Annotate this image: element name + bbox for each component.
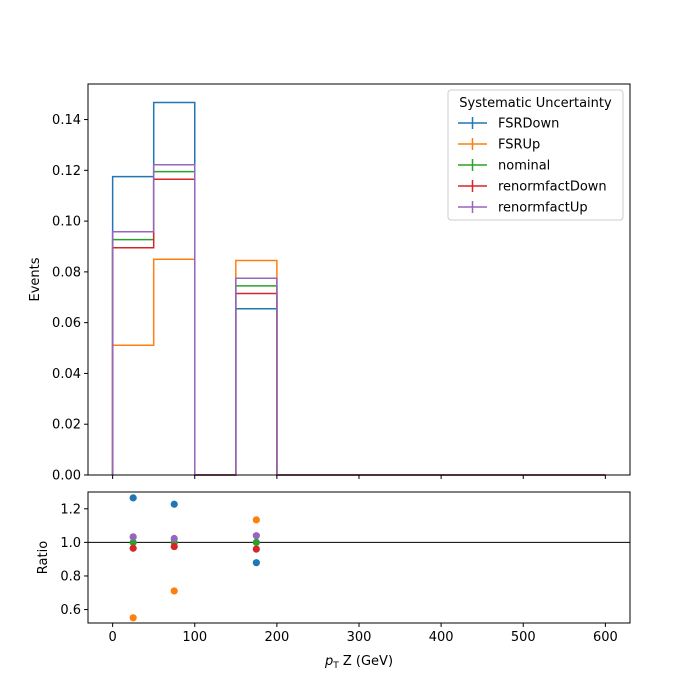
legend-label: nominal	[498, 159, 550, 174]
ratio-point-FSRUp	[170, 587, 178, 595]
legend-label: FSRUp	[498, 138, 540, 153]
x-tick-label: 500	[511, 630, 536, 645]
legend-entries: FSRDown FSRUp nominal renormfactDown renormf…	[458, 117, 607, 216]
hist-series-renormfactDown	[111, 178, 606, 476]
ratio-point-FSRUp	[252, 516, 260, 524]
legend-box	[447, 89, 624, 221]
legend-entry-renormfactUp: renormfactUp	[458, 201, 588, 216]
x-tick-label: 100	[182, 630, 207, 645]
ratio-point-renormfactUp	[129, 533, 137, 541]
main-x-ticks	[112, 475, 606, 479]
legend-entry-FSRUp: FSRUp	[458, 138, 540, 153]
x-axis-label: pT Z (GeV)	[324, 654, 393, 671]
ratio-point-nominal	[252, 538, 260, 546]
x-axis-label-subscript: T	[332, 661, 339, 671]
ratio-y-tick-label: 1.0	[60, 536, 81, 551]
ratio-point-renormfactUp	[170, 534, 178, 543]
legend-label: FSRDown	[498, 117, 559, 132]
x-axis-label-italic: p	[324, 654, 333, 669]
main-y-axis-label: Events	[28, 257, 43, 301]
main-y-tick-label: 0.10	[52, 215, 81, 230]
main-y-tick-label: 0.06	[52, 316, 81, 331]
main-y-tick-label: 0.02	[52, 418, 81, 433]
ratio-point-FSRDown	[129, 494, 137, 502]
main-y-tick-label: 0.12	[52, 164, 81, 179]
legend: Systematic Uncertainty FSRDown FSRUp nomin…	[447, 89, 624, 221]
ratio-y-tick-label: 0.6	[60, 603, 81, 618]
legend-entry-nominal: nominal	[458, 159, 550, 174]
main-y-tick-label: 0.14	[52, 113, 81, 128]
x-axis-label-rest: Z (GeV)	[339, 654, 393, 669]
ratio-y-ticks: 0.6 0.8 1.0 1.2	[60, 502, 88, 618]
ratio-y-tick-label: 1.2	[60, 502, 81, 517]
ratio-point-renormfactDown	[252, 545, 260, 553]
x-tick-label: 300	[347, 630, 372, 645]
x-tick-label: 600	[593, 630, 618, 645]
legend-entry-renormfactDown: renormfactDown	[458, 180, 607, 195]
main-plot: 0.00 0.02 0.04 0.06 0.08 0.10 0.12 0.14 Events	[28, 83, 631, 484]
hist-series-FSRUp	[111, 258, 606, 476]
main-y-tick-label: 0.04	[52, 367, 81, 382]
ratio-point-renormfactDown	[170, 542, 178, 551]
main-y-tick-label: 0.08	[52, 265, 81, 280]
ratio-point-renormfactUp	[252, 532, 260, 540]
x-tick-label: 0	[108, 630, 116, 645]
legend-entry-FSRDown: FSRDown	[458, 117, 559, 132]
legend-label: renormfactUp	[498, 201, 588, 216]
ratio-point-FSRUp	[129, 614, 137, 622]
ratio-point-nominal	[129, 538, 137, 546]
ratio-point-FSRDown	[170, 500, 178, 508]
legend-title: Systematic Uncertainty	[459, 96, 612, 111]
ratio-point-FSRDown	[252, 559, 260, 567]
ratio-axes-frame	[87, 491, 631, 624]
ratio-x-ticks: 0 100 200 300 400 500 600	[108, 623, 618, 645]
ratio-points-group	[129, 494, 260, 622]
legend-label: renormfactDown	[498, 180, 607, 195]
main-y-ticks: 0.00 0.02 0.04 0.06 0.08 0.10 0.12 0.14	[52, 113, 88, 484]
x-tick-label: 400	[429, 630, 454, 645]
main-y-tick-label: 0.00	[52, 469, 81, 484]
ratio-y-tick-label: 0.8	[60, 569, 81, 584]
ratio-plot: 0.6 0.8 1.0 1.2 0 100 200 300 400 500 600 Ratio	[36, 491, 631, 645]
ratio-y-axis-label: Ratio	[36, 541, 51, 574]
ratio-point-renormfactDown	[129, 544, 137, 552]
x-tick-label: 200	[264, 630, 289, 645]
